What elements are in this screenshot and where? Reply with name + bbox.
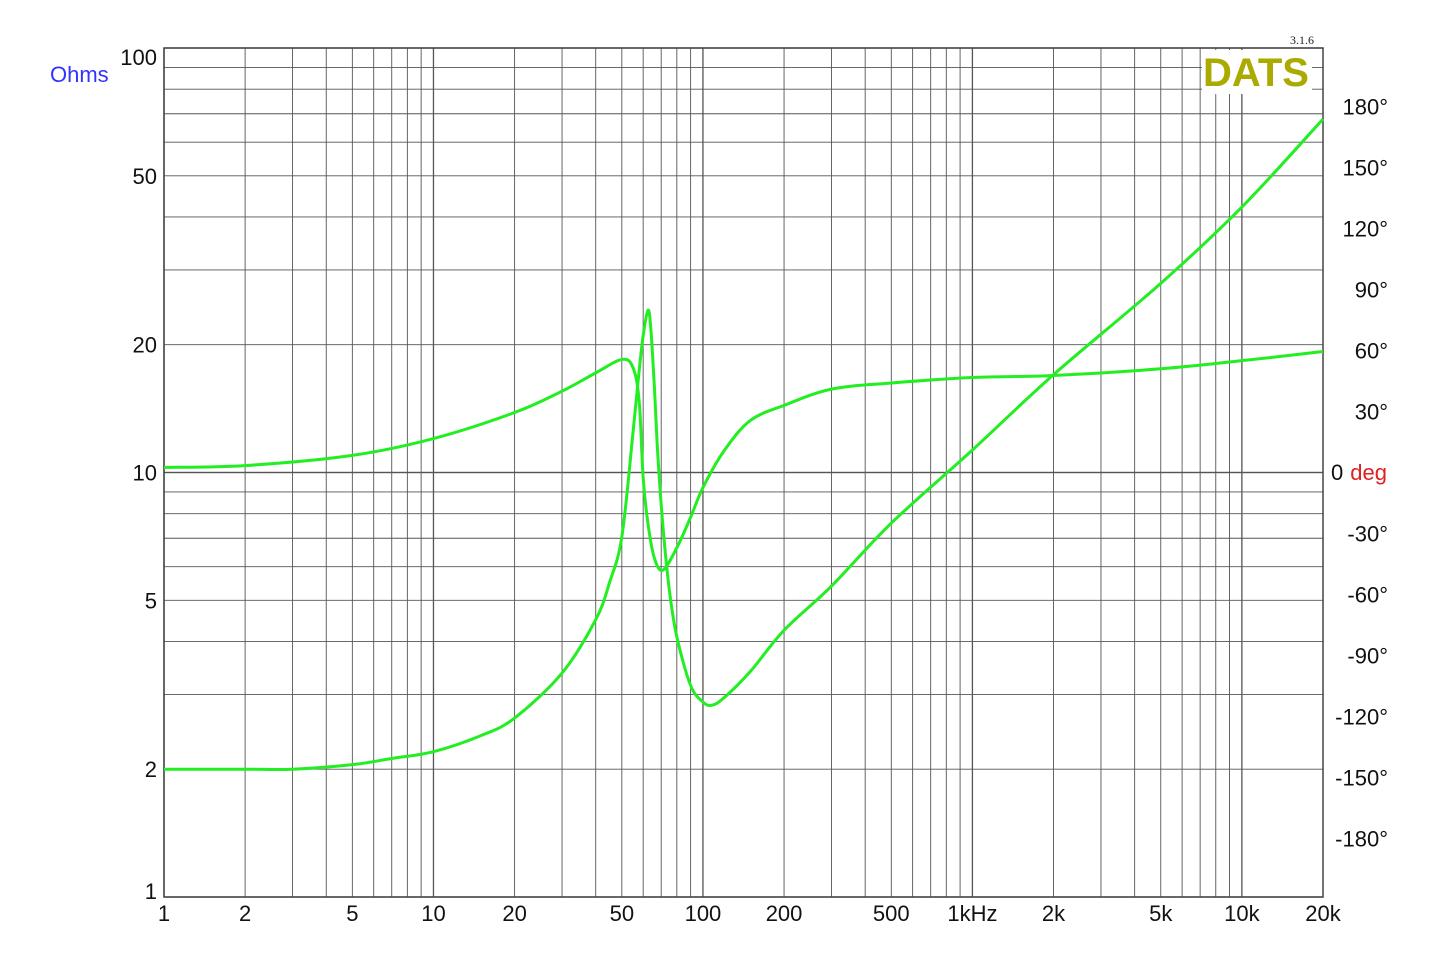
x-tick-label: 200 — [766, 901, 803, 926]
x-tick-label: 2 — [239, 901, 251, 926]
logo-background — [1202, 50, 1312, 94]
dats-logo: DATS — [1203, 51, 1309, 95]
y-right-tick-label: -60° — [1347, 583, 1388, 608]
y-right-zero-label: 0 deg — [1331, 460, 1387, 485]
y-left-tick-label: 1 — [145, 879, 157, 904]
y-left-tick-labels: 1 2 5 10 20 50 100 — [120, 45, 157, 904]
x-tick-label: 1kHz — [947, 901, 997, 926]
x-tick-label: 100 — [685, 901, 722, 926]
y-right-tick-label: 90° — [1355, 278, 1388, 303]
phase-curve — [163, 350, 1324, 572]
version-label: 3.1.6 — [1290, 33, 1314, 47]
y-right-axis-label: deg — [1350, 460, 1387, 485]
y-right-tick-label: -30° — [1347, 522, 1388, 547]
x-tick-label: 10k — [1224, 901, 1260, 926]
y-left-tick-label: 20 — [133, 333, 157, 358]
y-left-tick-label: 5 — [145, 588, 157, 613]
curves — [163, 118, 1325, 772]
y-right-tick-label: 150° — [1342, 156, 1388, 181]
x-tick-label: 1 — [158, 901, 170, 926]
y-right-tick-label: -180° — [1335, 827, 1388, 852]
x-tick-labels: 1 2 5 10 20 50 100 200 500 1kHz 2k 5k 10k 20k — [158, 901, 1342, 926]
x-tick-label: 5k — [1149, 901, 1173, 926]
y-left-axis-label: Ohms — [50, 62, 109, 87]
y-right-tick-label: -150° — [1335, 766, 1388, 791]
x-tick-label: 50 — [610, 901, 634, 926]
y-left-tick-label: 10 — [133, 461, 157, 486]
y-left-tick-label: 2 — [145, 757, 157, 782]
y-right-tick-labels: 180° 150° 120° 90° 60° 30° -30° -60° -90° -120° -1… — [1335, 95, 1388, 852]
x-tick-label: 2k — [1042, 901, 1066, 926]
y-left-tick-label: 100 — [120, 45, 157, 70]
y-right-tick-label: 180° — [1342, 95, 1388, 120]
x-tick-label: 20 — [502, 901, 526, 926]
y-right-tick-label: 30° — [1355, 400, 1388, 425]
y-left-tick-label: 50 — [133, 164, 157, 189]
plot-frame — [163, 47, 1324, 898]
y-right-tick-label: 60° — [1355, 339, 1388, 364]
y-right-tick-label: 120° — [1342, 217, 1388, 242]
y-right-tick-label: -90° — [1347, 644, 1388, 669]
x-tick-label: 500 — [873, 901, 910, 926]
y-right-tick-label: -120° — [1335, 705, 1388, 730]
x-tick-label: 5 — [346, 901, 358, 926]
grid — [163, 47, 1324, 898]
impedance-curve — [164, 118, 1325, 772]
x-tick-label: 10 — [421, 901, 445, 926]
x-tick-label: 20k — [1305, 901, 1341, 926]
